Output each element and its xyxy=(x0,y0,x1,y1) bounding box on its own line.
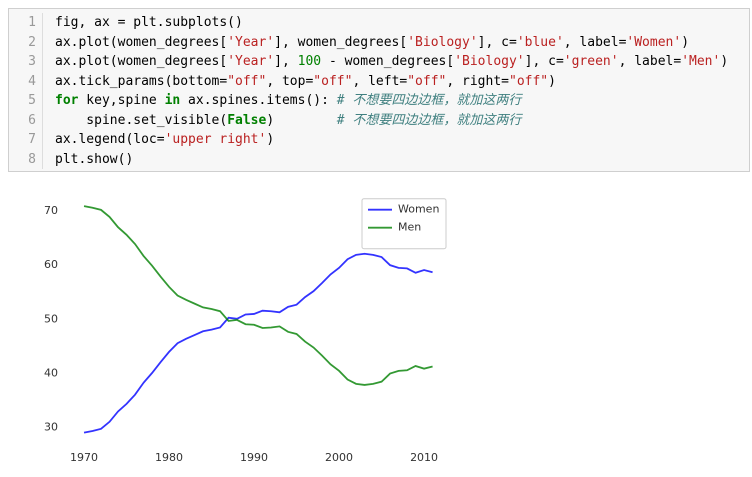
code-line: spine.set_visible(False) # 不想要四边边框，就加这两行 xyxy=(55,111,728,131)
y-tick-label: 30 xyxy=(44,421,58,434)
code-token: ], xyxy=(274,54,298,69)
code: fig, ax = plt.subplots() ax.plot(women_de… xyxy=(55,13,728,169)
legend-box xyxy=(361,198,447,250)
code-token: 'blue' xyxy=(516,34,564,50)
line xyxy=(83,252,433,434)
code-token: ax.tick_params(bottom= xyxy=(55,73,228,89)
code-token: , label= xyxy=(563,34,627,50)
code-line: ax.plot(women_degrees['Year'], women_deg… xyxy=(55,33,728,53)
code-line: plt.show() xyxy=(55,150,728,170)
x-tick-label: 1990 xyxy=(240,451,268,464)
code-line: fig, ax = plt.subplots() xyxy=(55,13,728,33)
code-token: "off" xyxy=(313,73,353,89)
code-line: for key,spine in ax.spines.items(): # 不想… xyxy=(55,91,728,111)
code-token: , right= xyxy=(446,73,509,89)
code-token: 'Year' xyxy=(227,54,275,69)
line-number: 6 xyxy=(9,110,43,130)
code-token: 'upper right' xyxy=(164,132,267,147)
code-token: 'Year' xyxy=(227,34,275,50)
code-token: ax.spines.items(): xyxy=(180,93,337,108)
code-token: ) xyxy=(720,54,729,69)
code-token: , left= xyxy=(352,73,408,89)
code-token: # 不想要四边边框，就加这两行 xyxy=(336,93,522,108)
x-tick-label: 1980 xyxy=(155,451,183,464)
code-token: ], c= xyxy=(524,54,564,69)
line-number: 4 xyxy=(9,71,43,91)
code-token: # 不想要四边边框，就加这两行 xyxy=(336,112,522,128)
code-token: , label= xyxy=(618,54,682,69)
code-token: 'Biology' xyxy=(407,34,478,50)
code-token: ax.plot(women_degrees[ xyxy=(55,34,228,50)
code-token: ], women_degrees[ xyxy=(274,34,408,50)
line-number: 2 xyxy=(9,32,43,52)
code-token: ) xyxy=(681,34,690,50)
code-token: ], c= xyxy=(477,34,517,50)
line-number: 1 xyxy=(9,13,43,33)
code-line: ax.tick_params(bottom="off", top="off", … xyxy=(55,72,728,92)
line-number: 3 xyxy=(9,52,43,72)
code-line: ax.legend(loc='upper right') xyxy=(55,130,728,150)
legend-label: Men xyxy=(398,221,421,234)
code-token: ax.plot(women_degrees[ xyxy=(55,54,228,69)
code-token: key,spine xyxy=(78,93,165,108)
code-token: False xyxy=(227,112,267,128)
code-token: plt.show() xyxy=(55,151,134,167)
y-tick-label: 40 xyxy=(44,367,58,380)
x-tick-label: 1970 xyxy=(70,451,98,464)
line-number: 7 xyxy=(9,130,43,150)
code-token: "off" xyxy=(227,73,267,89)
code-token: ) xyxy=(548,73,556,89)
code-token: ) xyxy=(266,112,337,128)
legend-label: Women xyxy=(398,203,439,216)
y-tick-label: 60 xyxy=(44,258,58,271)
line xyxy=(83,205,433,386)
code-token: "off" xyxy=(509,73,549,89)
code-token: for xyxy=(55,93,79,108)
code-token: ax.legend(loc= xyxy=(55,132,165,147)
code-token: 100 xyxy=(297,54,322,69)
y-tick-label: 50 xyxy=(44,312,58,325)
code-token: 'Biology' xyxy=(454,54,525,69)
code-token: ) xyxy=(266,132,275,147)
code-line: ax.plot(women_degrees['Year'], 100 - wom… xyxy=(55,52,728,72)
line-number: 5 xyxy=(9,91,43,111)
line-number: 8 xyxy=(9,149,43,169)
code-token: - women_degrees[ xyxy=(321,54,455,69)
code-token: spine.set_visible( xyxy=(55,112,228,128)
code-token: fig, ax = plt.subplots() xyxy=(55,15,243,30)
code-token: in xyxy=(164,93,181,108)
y-tick-label: 70 xyxy=(44,204,58,217)
code-token: , top= xyxy=(266,73,314,89)
x-tick-label: 2010 xyxy=(410,451,438,464)
code-token: 'Men' xyxy=(681,54,721,69)
code-token: 'green' xyxy=(563,54,619,69)
x-tick-label: 2000 xyxy=(325,451,353,464)
code-token: "off" xyxy=(407,73,447,89)
code-token: 'Women' xyxy=(626,34,682,50)
